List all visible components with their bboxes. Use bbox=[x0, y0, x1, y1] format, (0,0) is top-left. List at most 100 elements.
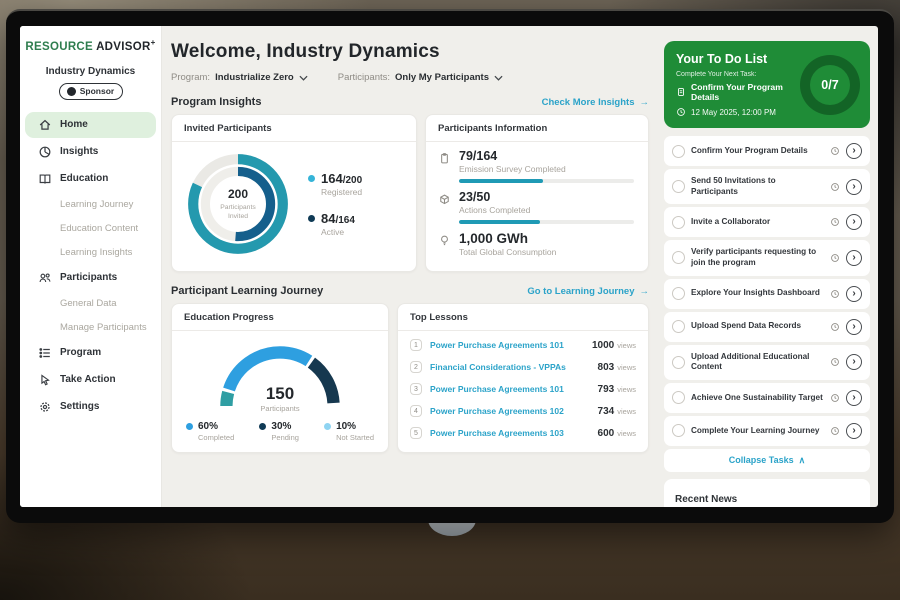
metric-value: 1,000 GWh bbox=[459, 231, 529, 246]
task-row[interactable]: Confirm Your Program Details › bbox=[664, 136, 870, 166]
task-checkbox[interactable] bbox=[672, 287, 685, 301]
lesson-rank: 1 bbox=[410, 339, 422, 351]
brand-advisor: ADVISOR bbox=[96, 40, 151, 53]
filter-value: Industrialize Zero bbox=[215, 72, 294, 83]
lesson-views: 734 bbox=[597, 405, 615, 417]
task-checkbox[interactable] bbox=[672, 355, 685, 369]
task-checkbox[interactable] bbox=[672, 180, 685, 194]
task-chevron-button[interactable]: › bbox=[846, 249, 862, 266]
task-chevron-button[interactable]: › bbox=[846, 143, 862, 159]
sidebar-item-education[interactable]: Education bbox=[25, 166, 156, 192]
task-checkbox[interactable] bbox=[672, 424, 685, 438]
gear-icon bbox=[38, 400, 52, 414]
task-label: Upload Additional Educational Content bbox=[691, 351, 810, 372]
task-row[interactable]: Invite a Collaborator › bbox=[664, 207, 870, 238]
task-row[interactable]: Upload Spend Data Records › bbox=[664, 311, 870, 342]
task-row[interactable]: Verify participants requesting to join t… bbox=[664, 240, 870, 276]
task-row[interactable]: Explore Your Insights Dashboard › bbox=[664, 278, 870, 309]
participants-dropdown[interactable]: Participants: Only My Participants bbox=[338, 72, 503, 83]
task-label: Verify participants requesting to join t… bbox=[691, 247, 817, 267]
chevron-right-icon: › bbox=[852, 216, 856, 228]
metric-value: 79/164 bbox=[459, 149, 498, 163]
lesson-views: 1000 bbox=[591, 339, 615, 351]
task-label: Confirm Your Program Details bbox=[691, 145, 808, 155]
lesson-link[interactable]: Financial Considerations - VPPAs bbox=[430, 362, 566, 372]
participants-icon bbox=[38, 271, 52, 285]
sidebar-item-learning-journey[interactable]: Learning Journey bbox=[25, 193, 156, 216]
lesson-views-suffix: views bbox=[617, 362, 636, 372]
sidebar-item-label: Program bbox=[60, 347, 102, 359]
task-timer-icon bbox=[830, 322, 840, 332]
page-title: Welcome, Industry Dynamics bbox=[171, 41, 440, 62]
legend-item-completed: 60% Completed bbox=[186, 421, 234, 442]
task-checkbox[interactable] bbox=[672, 391, 685, 405]
sidebar-item-education-content[interactable]: Education Content bbox=[25, 217, 156, 240]
progress-fill bbox=[459, 179, 544, 183]
lesson-rank: 4 bbox=[410, 405, 422, 417]
filter-label: Program: bbox=[171, 72, 211, 83]
chevron-right-icon: › bbox=[852, 180, 856, 192]
check-more-insights-link[interactable]: Check More Insights → bbox=[542, 97, 649, 108]
task-chevron-button[interactable]: › bbox=[846, 178, 862, 195]
document-icon bbox=[678, 88, 684, 96]
task-timer-icon bbox=[830, 146, 840, 156]
sidebar-item-manage-participants[interactable]: Manage Participants bbox=[25, 316, 156, 339]
task-timer-icon bbox=[830, 357, 840, 367]
education-progress-card: Education Progress 150 Participants bbox=[171, 303, 389, 453]
bulb-icon bbox=[438, 234, 451, 247]
task-timer-icon bbox=[830, 253, 840, 263]
task-row[interactable]: Complete Your Learning Journey › bbox=[664, 415, 870, 446]
donut-center: 200 Participants Invited bbox=[182, 148, 294, 260]
progress-track bbox=[459, 179, 634, 183]
legend-item-active: 84/164 Active bbox=[308, 211, 362, 237]
task-chevron-button[interactable]: › bbox=[846, 389, 862, 406]
sidebar-item-program[interactable]: Program bbox=[25, 340, 156, 366]
sidebar-item-home[interactable]: Home bbox=[25, 111, 156, 138]
legend-value: 84 bbox=[321, 211, 336, 226]
task-chevron-button[interactable]: › bbox=[846, 214, 862, 231]
top-lessons-card: Top Lessons 1 Power Purchase Agreements … bbox=[397, 303, 649, 453]
task-timer-icon bbox=[830, 289, 840, 299]
learning-journey-row: Education Progress 150 Participants bbox=[171, 303, 649, 453]
lesson-link[interactable]: Power Purchase Agreements 101 bbox=[430, 340, 564, 350]
program-insights-header: Program Insights Check More Insights → bbox=[171, 96, 649, 108]
task-list: Confirm Your Program Details › Send 50 I… bbox=[664, 136, 870, 472]
lesson-link[interactable]: Power Purchase Agreements 103 bbox=[430, 428, 564, 438]
go-to-learning-journey-link[interactable]: Go to Learning Journey → bbox=[527, 286, 649, 297]
sidebar-item-take-action[interactable]: Take Action bbox=[25, 367, 156, 393]
chevron-right-icon: › bbox=[852, 320, 856, 332]
sidebar-item-participants[interactable]: Participants bbox=[25, 265, 156, 291]
donut-legend: 164/200 Registered 84/164 Active bbox=[308, 171, 362, 237]
lesson-views: 600 bbox=[597, 427, 615, 439]
program-dropdown[interactable]: Program: Industrialize Zero bbox=[171, 72, 308, 83]
task-label: Complete Your Learning Journey bbox=[691, 425, 820, 435]
task-row[interactable]: Achieve One Sustainability Target › bbox=[664, 382, 870, 413]
task-row[interactable]: Upload Additional Educational Content › bbox=[664, 344, 870, 380]
task-checkbox[interactable] bbox=[672, 215, 685, 229]
gauge-center: 150 Participants bbox=[213, 384, 347, 413]
task-chevron-button[interactable]: › bbox=[846, 422, 862, 439]
lesson-link[interactable]: Power Purchase Agreements 102 bbox=[430, 406, 564, 416]
sidebar-item-insights[interactable]: Insights bbox=[25, 139, 156, 165]
lesson-row: 4 Power Purchase Agreements 102 734 view… bbox=[398, 400, 648, 422]
task-chevron-button[interactable]: › bbox=[846, 354, 862, 371]
progress-fill bbox=[459, 220, 540, 224]
metric-value: 23/50 bbox=[459, 190, 491, 204]
task-row[interactable]: Send 50 Invitations to Participants › bbox=[664, 169, 870, 205]
chevron-right-icon: › bbox=[852, 251, 856, 263]
task-chevron-button[interactable]: › bbox=[846, 285, 862, 302]
todo-panel: Your To Do List Complete Your Next Task:… bbox=[659, 26, 878, 507]
chevron-right-icon: › bbox=[852, 391, 856, 403]
metric-label: Total Global Consumption bbox=[459, 247, 557, 257]
lesson-link[interactable]: Power Purchase Agreements 101 bbox=[430, 384, 564, 394]
task-checkbox[interactable] bbox=[672, 251, 685, 265]
sidebar-item-learning-insights[interactable]: Learning Insights bbox=[25, 241, 156, 264]
sidebar-item-general-data[interactable]: General Data bbox=[25, 292, 156, 315]
task-checkbox[interactable] bbox=[672, 320, 685, 334]
home-icon bbox=[38, 118, 52, 132]
sidebar-item-settings[interactable]: Settings bbox=[25, 394, 156, 420]
task-checkbox[interactable] bbox=[672, 144, 685, 158]
task-chevron-button[interactable]: › bbox=[846, 318, 862, 335]
collapse-tasks-link[interactable]: Collapse Tasks ∧ bbox=[729, 455, 805, 466]
chevron-right-icon: › bbox=[852, 287, 856, 299]
